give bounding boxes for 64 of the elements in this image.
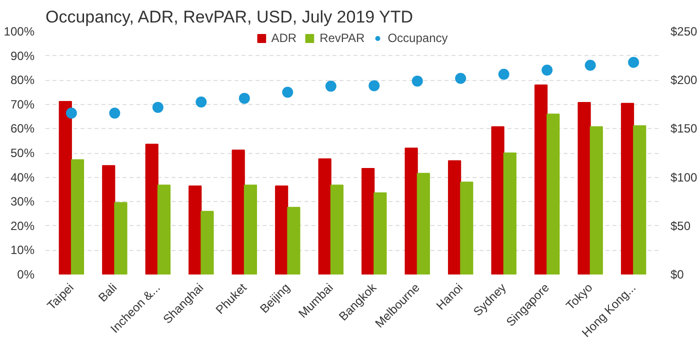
bar	[534, 84, 548, 274]
bar	[362, 168, 375, 274]
y2-tick-label: $0	[670, 268, 684, 282]
y2-tick-label: $200	[670, 73, 698, 88]
y-tick-label: 20%	[10, 218, 35, 233]
point	[282, 86, 294, 98]
y2-tick-label: $250	[670, 24, 698, 38]
bar	[374, 192, 387, 274]
y2-tick-label: $50	[670, 218, 691, 233]
bar	[157, 184, 171, 274]
y-tick-label: 90%	[10, 48, 35, 63]
y-tick-label: 100%	[4, 24, 35, 38]
bar	[102, 165, 116, 274]
y-tick-label: 60%	[10, 122, 35, 136]
y-tick-label: 40%	[10, 170, 35, 184]
bar	[70, 159, 84, 274]
point	[628, 56, 640, 68]
bar	[416, 172, 430, 274]
bar	[503, 152, 516, 274]
y-tick-label: 80%	[10, 73, 35, 88]
point	[455, 72, 466, 84]
y-tick-label: 50%	[10, 146, 35, 160]
bar	[546, 114, 560, 274]
y-tick-label: 10%	[10, 243, 35, 258]
point	[109, 108, 120, 119]
bar	[448, 160, 462, 274]
point	[238, 92, 250, 104]
bar	[404, 148, 418, 274]
bar	[114, 202, 128, 274]
bar	[633, 125, 646, 274]
bar	[590, 126, 603, 274]
bar	[200, 210, 214, 274]
bar	[188, 186, 202, 274]
x-tick-label: Bali	[96, 280, 120, 305]
legend-label: ADR	[271, 31, 297, 45]
bar	[287, 206, 300, 274]
bar	[491, 126, 504, 274]
point	[542, 64, 553, 76]
bar	[244, 184, 258, 274]
point	[368, 80, 380, 92]
y-tick-label: 30%	[10, 194, 35, 209]
point	[412, 76, 423, 87]
bar	[578, 102, 591, 274]
point	[498, 68, 510, 80]
point	[196, 96, 207, 108]
bar	[318, 158, 332, 274]
legend-label: RevPAR	[320, 31, 365, 45]
bar	[58, 100, 72, 274]
chart-title: Occupancy, ADR, RevPAR, USD, July 2019 YTD	[46, 8, 414, 26]
point	[584, 60, 596, 71]
bar	[145, 144, 158, 274]
y-tick-label: 0%	[17, 268, 35, 282]
point	[66, 108, 77, 119]
bar	[330, 184, 344, 274]
bar	[275, 186, 288, 274]
y-tick-label: 70%	[10, 97, 35, 112]
legend-label: Occupancy	[388, 31, 448, 45]
point	[325, 80, 336, 92]
bar	[620, 102, 634, 274]
bar	[460, 182, 474, 274]
y2-tick-label: $150	[670, 122, 698, 136]
point	[152, 102, 164, 113]
bar	[232, 150, 245, 274]
y2-tick-label: $100	[670, 170, 698, 184]
